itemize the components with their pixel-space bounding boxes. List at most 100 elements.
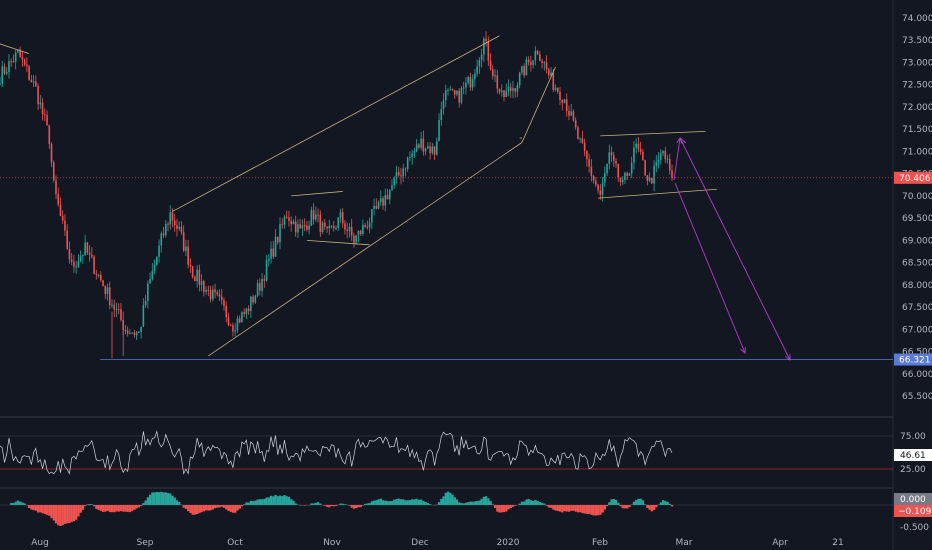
oscillator-bar bbox=[59, 505, 62, 527]
candle-body bbox=[657, 159, 660, 163]
candle-body bbox=[129, 332, 131, 334]
oscillator-bar bbox=[608, 502, 611, 505]
candle-body bbox=[196, 269, 198, 282]
candle-body bbox=[530, 62, 532, 66]
candle-body bbox=[120, 309, 122, 321]
candle-body bbox=[124, 330, 127, 332]
oscillator-bar bbox=[236, 505, 239, 511]
range-lower-line[interactable] bbox=[598, 188, 717, 199]
oscillator-bar bbox=[198, 505, 201, 514]
candle-body bbox=[241, 312, 243, 323]
oscillator-bar bbox=[565, 505, 568, 512]
oscillator-bar bbox=[169, 493, 172, 505]
candle-body bbox=[285, 216, 288, 218]
candle-body bbox=[28, 66, 30, 80]
channel-lower-extension[interactable] bbox=[521, 66, 556, 143]
candle-body bbox=[536, 50, 539, 55]
candle-body bbox=[597, 184, 599, 191]
candle-body bbox=[424, 148, 427, 152]
oscillator-bar bbox=[287, 496, 291, 505]
oscillator-bar bbox=[334, 505, 338, 507]
oscillator-bar bbox=[303, 505, 306, 506]
oscillator-bar bbox=[263, 498, 266, 505]
oscillator-bar bbox=[213, 505, 217, 509]
candle-body bbox=[75, 266, 77, 268]
oscillator-bar bbox=[88, 503, 91, 505]
oscillator-bar bbox=[343, 504, 347, 505]
candle-body bbox=[518, 72, 521, 86]
oscillator-bar bbox=[471, 501, 474, 505]
oscillator-bar bbox=[473, 501, 477, 505]
candle-body bbox=[346, 229, 348, 231]
candle-body bbox=[272, 248, 275, 257]
channel-upper-line[interactable] bbox=[172, 35, 500, 212]
candle-body bbox=[156, 256, 158, 265]
candle-body bbox=[214, 289, 216, 293]
candle-body bbox=[384, 195, 387, 206]
candle-body bbox=[147, 283, 149, 302]
candle-body bbox=[563, 99, 566, 103]
candle-body bbox=[612, 155, 615, 161]
candle-body bbox=[57, 194, 60, 205]
oscillator-bar bbox=[115, 505, 118, 512]
candle-body bbox=[604, 173, 606, 183]
oscillator-bar bbox=[178, 501, 181, 505]
channel-lower-line[interactable] bbox=[208, 142, 523, 357]
candle-body bbox=[299, 224, 301, 229]
oscillator-bar bbox=[77, 505, 80, 517]
price-tick-label: 69.000 bbox=[902, 236, 932, 246]
candle-body bbox=[158, 245, 160, 257]
candle-body bbox=[514, 88, 516, 92]
oscillator-bar bbox=[408, 499, 412, 505]
trendline-top-left[interactable] bbox=[0, 42, 30, 54]
oscillator-bar bbox=[54, 505, 58, 524]
oscillator-bar bbox=[23, 503, 26, 505]
range-upper-line[interactable] bbox=[600, 131, 706, 137]
projection-down-arrow-2-head bbox=[784, 353, 791, 361]
candle-body bbox=[252, 296, 254, 303]
oscillator-bar bbox=[413, 499, 416, 505]
candle-body bbox=[315, 214, 317, 220]
candle-body bbox=[509, 87, 512, 91]
oscillator-bar bbox=[446, 491, 450, 505]
time-tick-label: Oct bbox=[227, 538, 243, 548]
oscillator-bar bbox=[361, 505, 365, 506]
candle-body bbox=[422, 138, 425, 152]
candle-body bbox=[115, 308, 118, 310]
oscillator-bar bbox=[57, 505, 60, 526]
flag-upper-line[interactable] bbox=[291, 191, 343, 197]
candle-body bbox=[388, 189, 391, 200]
flag-lower-line[interactable] bbox=[306, 239, 370, 246]
oscillator-bar bbox=[106, 505, 109, 511]
candle-body bbox=[570, 111, 572, 116]
oscillator-bar bbox=[182, 505, 185, 508]
candle-body bbox=[402, 168, 404, 177]
oscillator-bar bbox=[97, 505, 100, 510]
candle-body bbox=[301, 225, 304, 229]
oscillator-bar bbox=[312, 503, 315, 505]
candle-body bbox=[263, 279, 266, 281]
projection-down-arrow-1[interactable] bbox=[674, 182, 746, 354]
candle-body bbox=[556, 87, 559, 93]
oscillator-bar bbox=[146, 497, 150, 505]
candle-body bbox=[26, 64, 28, 67]
projection-up-arrow-1[interactable] bbox=[673, 137, 681, 181]
time-tick-label: Sep bbox=[137, 538, 154, 548]
oscillator-bar bbox=[603, 505, 606, 510]
candle-body bbox=[579, 138, 581, 140]
oscillator-bar bbox=[61, 505, 64, 526]
candle-body bbox=[274, 237, 277, 257]
candle-body bbox=[442, 100, 445, 110]
oscillator-bar bbox=[348, 505, 351, 506]
candle-body bbox=[480, 54, 483, 61]
candle-body bbox=[23, 59, 26, 65]
oscillator-bar bbox=[86, 504, 89, 505]
projection-down-arrow-2[interactable] bbox=[679, 137, 791, 361]
oscillator-bar bbox=[453, 497, 456, 505]
candle-body bbox=[628, 173, 631, 176]
candle-body bbox=[10, 61, 12, 63]
candle-body bbox=[50, 143, 53, 163]
candle-body bbox=[44, 114, 46, 116]
oscillator-bar bbox=[464, 502, 468, 505]
